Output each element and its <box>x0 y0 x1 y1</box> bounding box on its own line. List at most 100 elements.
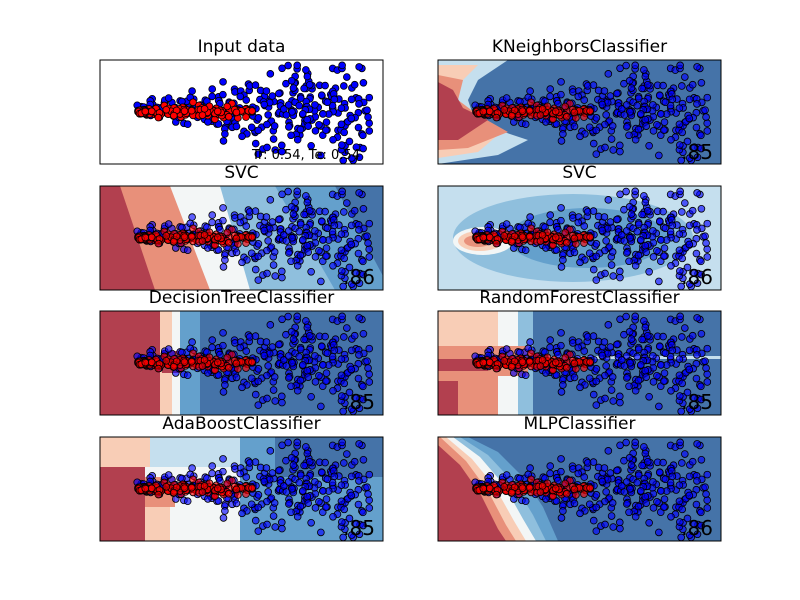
data-point-red <box>213 107 222 116</box>
data-point-red <box>570 234 579 243</box>
panel-title: KNeighborsClassifier <box>492 37 667 57</box>
data-point-blue <box>608 499 617 507</box>
data-point-blue <box>164 471 173 479</box>
data-point-blue <box>204 244 212 252</box>
data-point-blue <box>219 467 227 476</box>
data-point-blue <box>681 73 689 81</box>
data-point-blue <box>693 189 701 197</box>
data-point-blue <box>164 220 173 228</box>
data-point-red <box>198 362 207 370</box>
data-point-red <box>580 113 588 121</box>
data-point-blue <box>636 361 645 369</box>
data-point-red <box>479 107 488 116</box>
data-point-blue <box>659 207 667 216</box>
data-point-blue <box>343 324 351 332</box>
decision-region <box>438 445 506 541</box>
data-point-blue <box>659 81 667 90</box>
data-point-blue <box>642 122 651 130</box>
data-point-blue <box>287 327 296 336</box>
data-point-blue <box>609 397 617 405</box>
data-point-blue <box>661 224 670 233</box>
data-point-blue <box>296 345 305 354</box>
data-point-blue <box>690 520 699 528</box>
data-point-blue <box>600 87 609 95</box>
data-point-blue <box>631 135 640 144</box>
data-point-blue <box>251 390 260 399</box>
data-point-blue <box>557 137 566 145</box>
data-point-red <box>485 358 494 367</box>
data-point-blue <box>287 131 295 140</box>
data-point-blue <box>602 237 610 245</box>
data-point-blue <box>606 469 615 477</box>
data-point-blue <box>263 246 271 255</box>
data-point-blue <box>601 246 609 255</box>
data-point-blue <box>337 481 346 489</box>
data-point-blue <box>631 312 640 321</box>
data-point-blue <box>693 477 701 485</box>
data-point-blue <box>606 92 615 100</box>
data-point-blue <box>287 453 296 462</box>
data-point-blue <box>289 335 298 343</box>
data-point-blue <box>623 500 631 508</box>
data-point-blue <box>627 335 636 343</box>
data-point-red <box>248 107 256 115</box>
data-point-blue <box>580 222 589 230</box>
data-point-blue <box>296 220 305 229</box>
data-point-blue <box>221 381 229 389</box>
data-point-red <box>180 107 189 115</box>
data-point-blue <box>337 230 346 238</box>
data-point-blue <box>693 404 702 413</box>
data-point-blue <box>340 459 348 467</box>
data-point-red <box>492 113 501 122</box>
data-point-blue <box>262 338 271 346</box>
data-point-blue <box>649 253 658 261</box>
data-point-blue <box>655 151 663 160</box>
data-point-blue <box>631 61 640 70</box>
data-point-blue <box>352 269 361 277</box>
data-point-blue <box>266 70 275 78</box>
data-point-blue <box>608 122 617 130</box>
data-point-red <box>580 364 588 372</box>
data-point-blue <box>319 487 327 495</box>
data-point-blue <box>633 101 641 110</box>
data-point-blue <box>347 491 356 500</box>
data-point-blue <box>606 218 615 226</box>
data-point-blue <box>685 491 694 500</box>
data-point-red <box>154 239 163 248</box>
data-point-red <box>200 105 209 113</box>
data-point-blue <box>660 126 668 134</box>
data-point-blue <box>285 249 293 257</box>
data-point-blue <box>307 518 315 527</box>
data-point-blue <box>347 280 356 288</box>
panel-random-forest <box>438 311 721 415</box>
data-point-blue <box>204 118 212 126</box>
data-point-blue <box>542 495 550 503</box>
data-point-blue <box>277 392 286 401</box>
data-point-blue <box>183 246 192 255</box>
data-point-blue <box>643 457 652 466</box>
data-point-blue <box>254 503 263 512</box>
data-point-blue <box>295 101 303 110</box>
data-point-red <box>538 105 547 113</box>
data-point-blue <box>343 199 351 207</box>
data-point-blue <box>305 331 314 340</box>
data-point-blue <box>321 81 329 90</box>
data-point-blue <box>355 100 363 108</box>
data-point-blue <box>675 481 684 489</box>
data-point-blue <box>277 267 286 276</box>
axes-frame <box>99 310 384 416</box>
data-point-blue <box>285 374 293 382</box>
data-point-blue <box>667 386 675 395</box>
data-point-blue <box>616 398 624 407</box>
data-point-blue <box>295 227 303 236</box>
panel-title: DecisionTreeClassifier <box>149 288 334 308</box>
data-point-blue <box>247 123 256 132</box>
data-point-blue <box>347 346 356 355</box>
data-point-blue <box>263 497 271 506</box>
data-point-blue <box>262 464 271 472</box>
data-point-blue <box>293 512 302 521</box>
data-point-blue <box>631 512 640 521</box>
panel-title: RandomForestClassifier <box>479 288 679 308</box>
data-point-blue <box>640 192 648 200</box>
